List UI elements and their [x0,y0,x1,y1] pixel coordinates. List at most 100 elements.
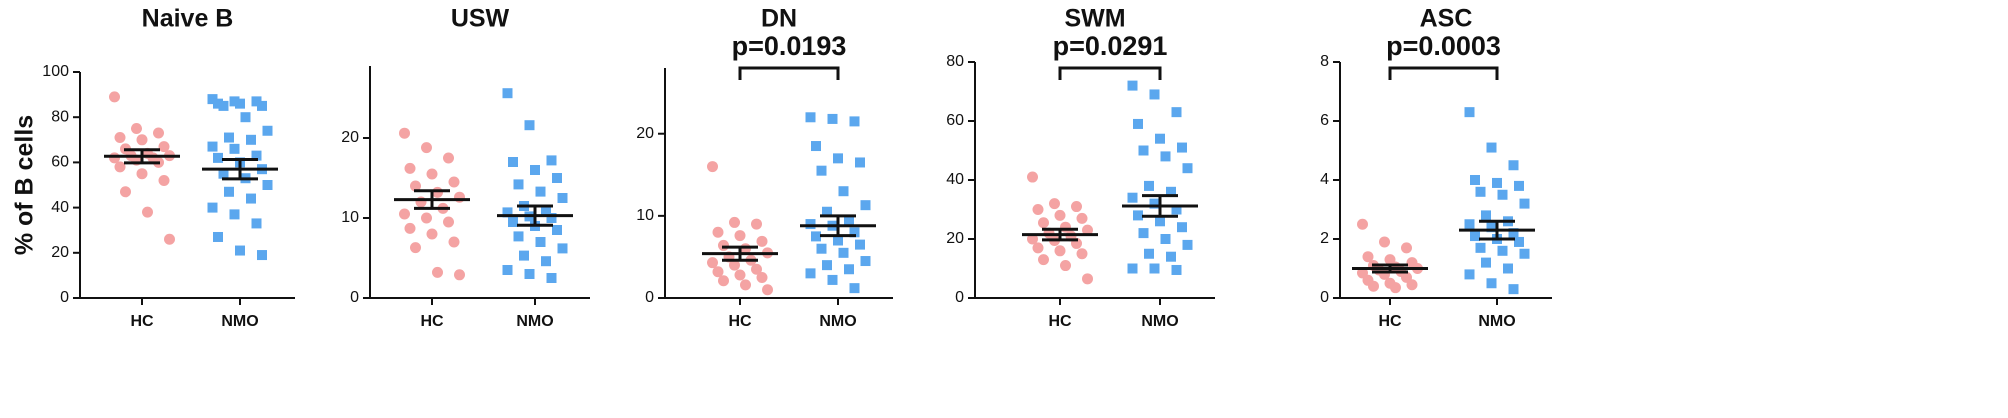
data-point [1133,118,1143,129]
y-tick-label: 80 [946,53,964,70]
p-value: p=0.0291 [1053,31,1168,61]
data-point [822,206,832,217]
data-point [855,157,865,168]
data-point [1054,209,1066,221]
data-point [1082,273,1093,285]
data-point [114,161,126,173]
data-point [838,186,849,197]
data-point [519,250,529,261]
data-point [1486,222,1497,233]
p-value: p=0.0193 [732,31,847,61]
data-point [426,168,438,180]
data-point [1155,133,1165,144]
data-point [109,91,120,103]
data-point [142,206,153,218]
data-point [513,231,524,242]
data-point [262,180,273,190]
data-point [1357,218,1368,230]
x-tick-label: HC [728,313,752,330]
data-point [816,165,827,176]
data-point [213,98,223,109]
x-tick-label: HC [1378,313,1402,330]
data-point [1497,189,1508,200]
data-point [1127,80,1138,91]
data-point [131,123,142,134]
data-point [1177,222,1187,233]
data-point [502,207,513,218]
data-point [251,96,262,107]
data-point [718,275,729,287]
chart-title: ASC [1420,5,1473,33]
data-point [207,202,218,213]
data-point [454,269,465,281]
data-point [827,274,838,285]
y-tick-label: 40 [946,171,964,188]
data-point [1464,269,1475,280]
data-point [707,257,718,269]
data-point [213,152,223,163]
y-tick-label: 0 [955,289,964,306]
data-point [1514,236,1524,247]
data-point [1390,282,1401,294]
data-point [546,155,557,166]
data-point [546,213,557,223]
data-point [1519,198,1530,209]
data-point [153,127,164,139]
data-point [552,173,562,183]
data-point [718,239,729,251]
data-point [224,132,234,143]
y-tick-label: 0 [350,289,359,306]
data-point [729,259,740,271]
data-point [546,273,557,283]
data-point [552,225,562,235]
data-point [1464,107,1475,118]
data-point [844,264,854,275]
y-tick-label: 20 [636,125,654,142]
data-point [1401,242,1412,254]
data-point [1160,151,1171,162]
x-tick-label: NMO [1478,313,1515,330]
data-point [246,193,256,204]
data-point [1486,278,1497,289]
data-point [805,219,816,230]
data-point [1038,254,1049,266]
data-point [404,222,416,234]
data-point [1076,212,1088,224]
data-point [251,150,262,161]
data-point [524,120,535,131]
data-point [1060,260,1071,272]
p-value: p=0.0003 [1386,31,1501,61]
data-point [136,168,148,180]
data-point [158,141,170,153]
data-point [443,216,454,228]
data-point [805,112,816,123]
data-point [1514,180,1524,191]
data-point [811,231,821,242]
y-tick-label: 20 [51,244,69,261]
data-point [557,193,568,203]
significance-bracket [1058,66,1162,80]
data-point [860,200,871,211]
data-point [240,112,251,123]
x-tick-label: NMO [221,313,258,330]
data-point [158,174,170,186]
data-point [712,226,724,238]
data-point [530,165,540,175]
data-point [838,247,849,258]
data-point [246,134,256,145]
chart-title: Naive B [142,5,234,33]
data-point [1379,236,1390,248]
data-point [1508,228,1519,239]
data-point [1133,210,1143,221]
data-point [404,162,416,174]
data-point [1508,160,1519,171]
data-point [1138,145,1149,156]
data-point [855,239,865,250]
data-point [1027,171,1038,183]
y-tick-label: 0 [1320,289,1329,306]
data-point [1470,231,1480,242]
data-point [1027,233,1038,245]
data-point [421,212,432,224]
data-point [535,186,546,197]
